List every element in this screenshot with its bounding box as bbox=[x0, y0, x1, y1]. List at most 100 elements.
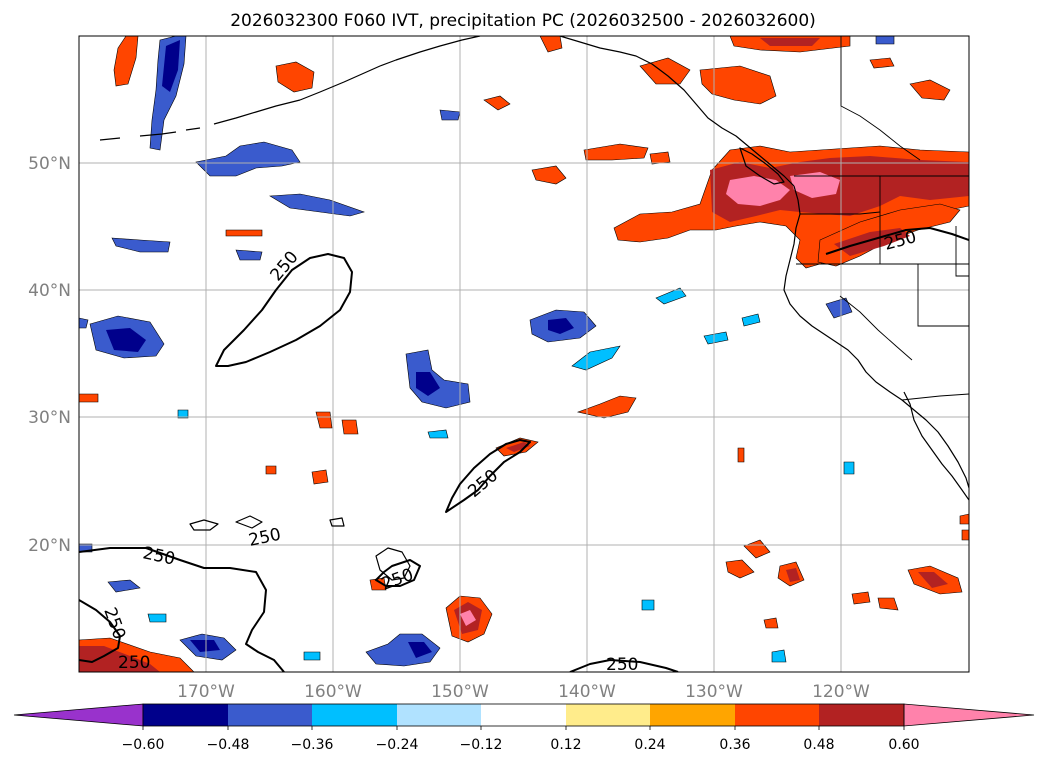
colorbar-tick-label: 0.48 bbox=[803, 737, 834, 753]
anomaly-small-e2 bbox=[959, 513, 969, 525]
colorbar-tick-label: 0.24 bbox=[634, 737, 665, 753]
lon-label-120w: 120°W bbox=[812, 682, 870, 702]
lat-label-30n: 30°N bbox=[28, 408, 71, 428]
ivt-contour-subtropical bbox=[445, 439, 531, 513]
ivt-contour-pnw bbox=[825, 227, 969, 255]
colorbar-tick-label: −0.48 bbox=[207, 737, 250, 753]
ivt-contour-south-west bbox=[79, 547, 285, 672]
anomaly-mexico-west3 bbox=[725, 559, 755, 579]
lon-label-170w: 170°W bbox=[177, 682, 235, 702]
border-alaska-canada bbox=[840, 36, 921, 161]
coast-vancouver-island bbox=[739, 147, 785, 185]
negative-anomaly-regions bbox=[79, 36, 895, 667]
lat-label-50n: 50°N bbox=[28, 154, 71, 174]
map-panel bbox=[79, 36, 969, 672]
anomaly-mid-pacific-2-inner bbox=[506, 442, 530, 452]
neg-gulf-1 bbox=[439, 109, 461, 121]
neg-east-35n-small2 bbox=[741, 313, 761, 327]
colorbar-tick-label: −0.12 bbox=[460, 737, 503, 753]
colorbar-swatch-3 bbox=[312, 704, 397, 726]
anomaly-southwest-corner-inner bbox=[79, 646, 160, 672]
neg-aleutian-strip-inner bbox=[162, 40, 180, 92]
map-content: 250 250 250 250 250 250 250 250 250 bbox=[79, 36, 969, 675]
coast-aleutians bbox=[99, 127, 201, 141]
ivt-contour-southwest-corner bbox=[79, 599, 121, 663]
colorbar-tick-label: 0.36 bbox=[719, 737, 750, 753]
anomaly-ne-patch bbox=[869, 57, 895, 69]
anomaly-yukon bbox=[909, 79, 951, 101]
neg-20n-east2 bbox=[771, 649, 787, 663]
neg-30n-small2 bbox=[177, 409, 189, 419]
anomaly-hawaii-small bbox=[369, 577, 387, 591]
colorbar-swatch-5 bbox=[481, 704, 566, 726]
colorbar-swatch-1 bbox=[143, 704, 228, 726]
colorbar-over-arrow bbox=[903, 703, 1035, 727]
neg-42n-small bbox=[235, 249, 263, 261]
anomaly-mid-pacific-1 bbox=[576, 395, 637, 419]
anomaly-gulf-small3 bbox=[649, 151, 671, 165]
anomaly-30n-west bbox=[79, 393, 99, 403]
colorbar-tick-label: 0.12 bbox=[550, 737, 581, 753]
lon-label-160w: 160°W bbox=[304, 682, 362, 702]
colorbar-swatch-9 bbox=[819, 704, 904, 726]
lon-label-130w: 130°W bbox=[685, 682, 743, 702]
borders bbox=[794, 36, 969, 401]
neg-north-pacific bbox=[195, 141, 301, 177]
coast-baja bbox=[903, 391, 969, 501]
neg-coast-38n bbox=[825, 297, 853, 319]
neg-sw-small1 bbox=[107, 579, 141, 593]
neg-south-mid2-inner bbox=[408, 642, 432, 658]
coast-alaska bbox=[299, 36, 481, 101]
colorbar-frame bbox=[142, 703, 905, 727]
coast-hawaii-4 bbox=[329, 517, 345, 527]
anomaly-gulf-small2 bbox=[483, 95, 511, 111]
colorbar-tick-label: 0.60 bbox=[888, 737, 919, 753]
coast-alaska-peninsula bbox=[213, 99, 301, 125]
neg-30n-small bbox=[427, 429, 449, 439]
colorbar-swatch-8 bbox=[735, 704, 819, 726]
colorbar-tick-label: −0.36 bbox=[291, 737, 334, 753]
anomaly-small-sw1 bbox=[851, 591, 871, 605]
anomaly-small-sw3 bbox=[763, 617, 779, 629]
neg-ne-small bbox=[875, 36, 895, 45]
ivt-label: 250 bbox=[118, 653, 150, 673]
colorbar-swatch-4 bbox=[397, 704, 481, 726]
anomaly-gulf-alaska-w bbox=[275, 61, 315, 93]
anomaly-small-sw2 bbox=[877, 597, 899, 611]
neg-20n-east bbox=[641, 599, 655, 611]
colorbar-swatch-6 bbox=[566, 704, 650, 726]
coast-west-us bbox=[783, 185, 969, 489]
neg-west-edge bbox=[79, 317, 89, 329]
colorbar-swatch-2 bbox=[228, 704, 312, 726]
anomaly-small-e1 bbox=[737, 447, 745, 463]
neg-east-38n bbox=[655, 287, 687, 305]
neg-32n-blob-inner bbox=[416, 372, 440, 396]
ivt-label: 250 bbox=[606, 655, 638, 675]
map-frame bbox=[78, 35, 970, 673]
colorbar-under-arrow bbox=[13, 703, 144, 727]
colorbar: −0.60 −0.48 −0.36 −0.24 −0.12 0.12 0.24 … bbox=[13, 703, 1035, 753]
anomaly-aleutian-w bbox=[113, 36, 139, 87]
colorbar-tick-labels: −0.60 −0.48 −0.36 −0.24 −0.12 0.12 0.24 … bbox=[122, 737, 920, 753]
ivt-contour-central-north bbox=[215, 253, 353, 367]
lat-label-40n: 40°N bbox=[28, 281, 71, 301]
anomaly-small-e3 bbox=[961, 529, 969, 541]
anomaly-small-w3 bbox=[225, 229, 263, 237]
anomaly-north-edge-inner bbox=[760, 38, 820, 46]
coast-hawaii-3 bbox=[375, 547, 411, 581]
anomaly-30n-small2 bbox=[341, 419, 359, 435]
colorbar-swatch-7 bbox=[650, 704, 735, 726]
coast-gulf-alaska bbox=[559, 36, 795, 187]
lat-label-20n: 20°N bbox=[28, 536, 71, 556]
neg-west-45n bbox=[111, 237, 171, 253]
anomaly-pnw-core2 bbox=[790, 172, 840, 198]
colorbar-tick-label: −0.24 bbox=[376, 737, 419, 753]
lon-label-150w: 150°W bbox=[431, 682, 489, 702]
ivt-contour-south-bottom bbox=[569, 659, 679, 672]
neg-east-35n-small bbox=[703, 331, 729, 345]
anomaly-30n-small bbox=[315, 411, 333, 429]
coast-hawaii-2 bbox=[235, 515, 263, 529]
colorbar-tick-label: −0.60 bbox=[122, 737, 165, 753]
ivt-contour-hawaii bbox=[375, 559, 421, 587]
